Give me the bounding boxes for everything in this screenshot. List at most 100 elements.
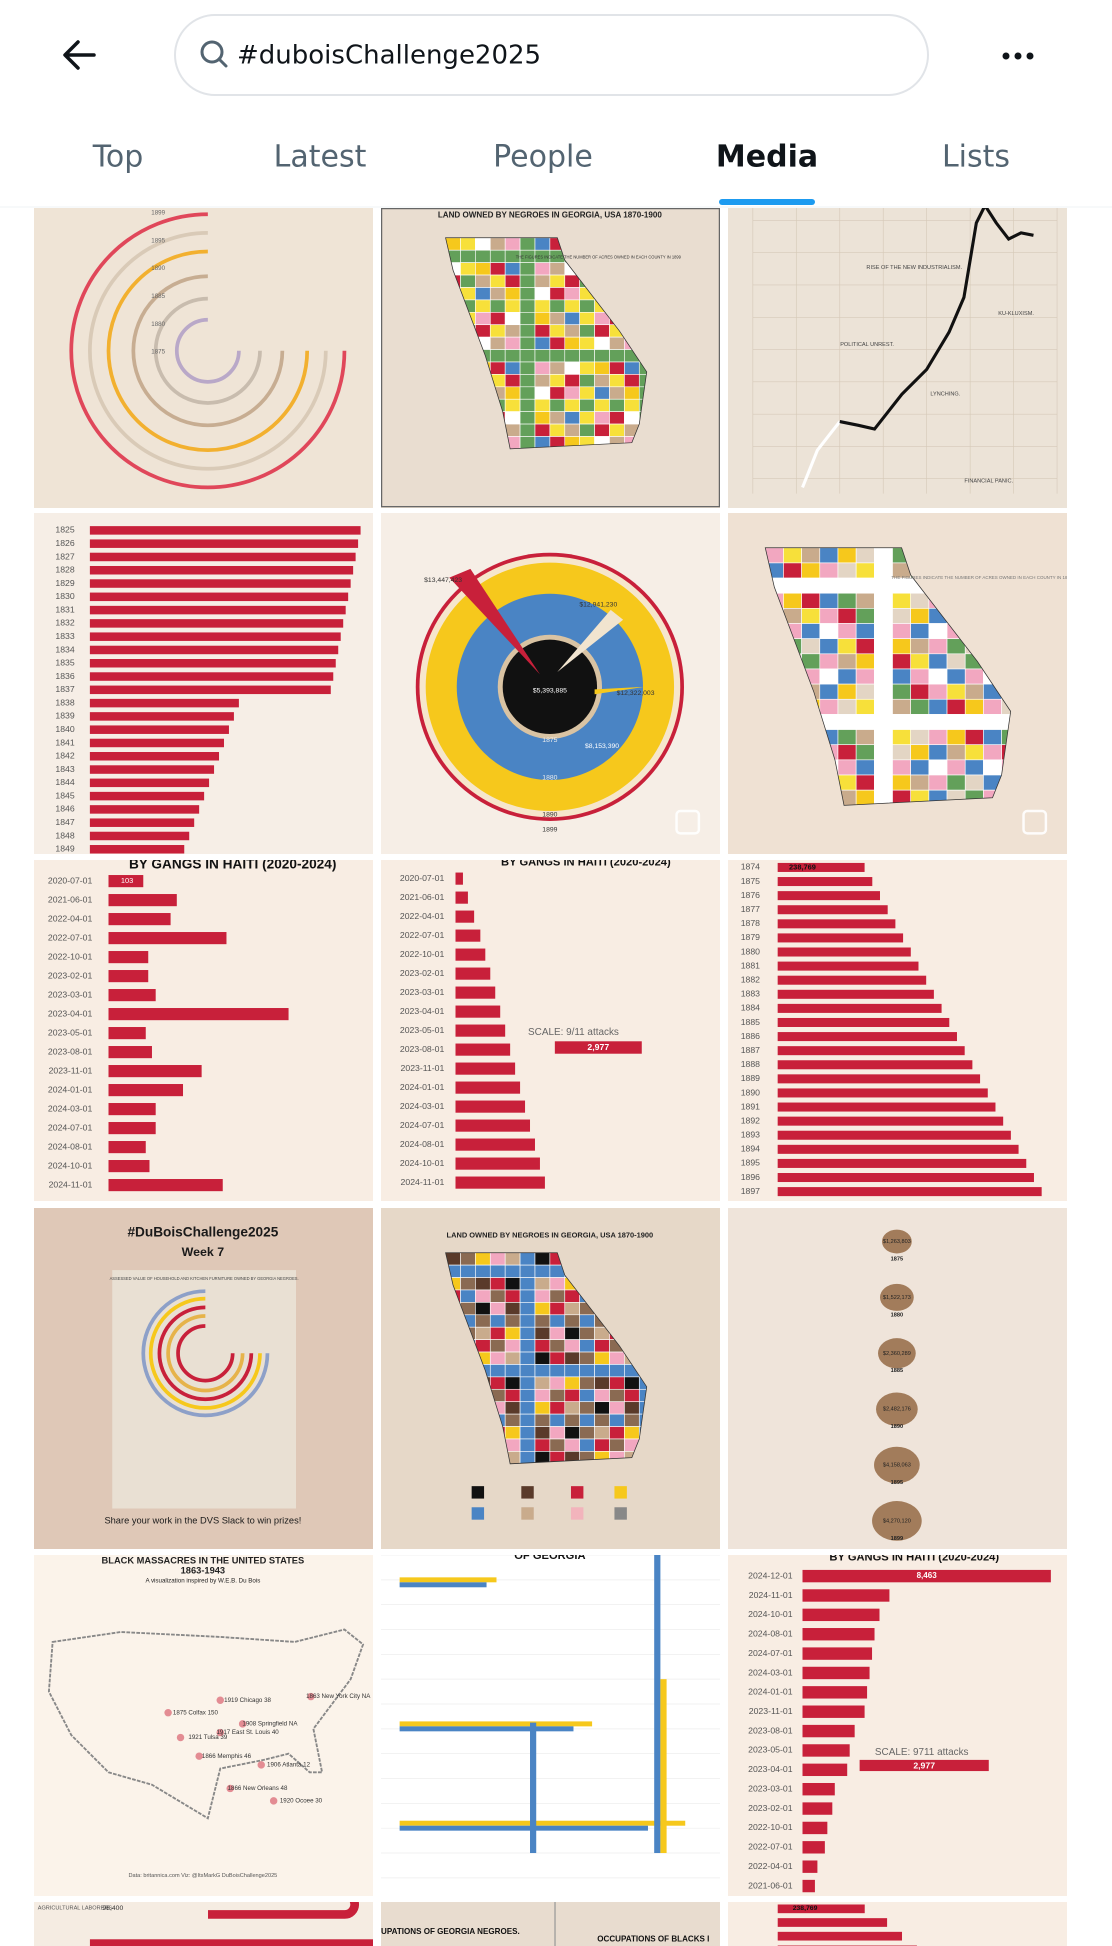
row-label: 1838: [55, 697, 74, 707]
back-arrow: [63, 40, 96, 70]
county: [892, 714, 911, 730]
county: [837, 608, 857, 624]
media-tile[interactable]: BLACK MASSACRES IN THE UNITED STATES1863…: [34, 1555, 373, 1903]
county: [475, 1326, 491, 1340]
back-button[interactable]: [63, 40, 96, 70]
tile-text: #DuBoisChallenge2025: [127, 1224, 278, 1239]
media-tile[interactable]: 1825 1826 1827 1828 1829 1830 1831 1832 1833 1834…: [34, 513, 373, 861]
row-label: 1897: [741, 1186, 760, 1196]
county: [460, 249, 476, 263]
county: [946, 729, 966, 746]
tile-text: 1866 Memphis 46: [202, 1753, 252, 1760]
bar-shape: [89, 645, 339, 655]
tab[interactable]: Top: [92, 140, 144, 175]
media-tile[interactable]: 238,769: [728, 1902, 1067, 1946]
row-label: 1834: [55, 644, 74, 654]
row-label: 2024-08-01: [48, 1141, 93, 1151]
bar-shape: [777, 961, 919, 971]
row-label: 2024-01-01: [400, 1082, 445, 1092]
bar-shape: [89, 526, 361, 535]
county: [534, 349, 551, 363]
tile-text: BY GANGS IN HAITI (2020-2024): [129, 857, 336, 872]
tab[interactable]: Latest: [274, 140, 367, 175]
media-tile[interactable]: BY GANGS IN HAITI (2020-2024) 2020-07-01 2…: [381, 856, 720, 1207]
media-tile[interactable]: UPATIONS OF GEORGIA NEGROES. OCCUPATIONS …: [381, 1902, 720, 1946]
county: [475, 1302, 491, 1316]
county: [609, 374, 625, 388]
county: [504, 311, 521, 326]
county: [892, 623, 911, 639]
media-tile[interactable]: 1874 1875 1876 1877 1878 1879 1880 1881 1882 1883…: [728, 860, 1067, 1208]
media-tile[interactable]: LAND OWNED BY NEGROES IN GEORGIA, USA 18…: [381, 208, 720, 556]
media-tile[interactable]: #DuBoisChallenge2025 Week 7 ASSESSED VALUE…: [34, 1208, 373, 1556]
bar-shape: [530, 1722, 537, 1854]
bar-shape: [455, 1024, 506, 1037]
county: [579, 1388, 595, 1403]
county: [946, 744, 966, 761]
bar-shape: [89, 672, 334, 681]
bar-shape: [777, 1904, 865, 1914]
county: [892, 698, 911, 715]
bar-shape: [654, 1555, 661, 1854]
county: [983, 759, 1002, 776]
county: [489, 1252, 506, 1266]
county: [910, 608, 930, 624]
county: [549, 398, 566, 412]
county: [910, 774, 930, 791]
bar-shape: [399, 1582, 487, 1588]
bar-shape: [777, 947, 911, 957]
bar-shape: [777, 933, 904, 943]
search-box[interactable]: #duboisChallenge2025: [174, 14, 929, 96]
county: [549, 386, 566, 400]
tile-text: 1895: [151, 237, 165, 244]
search-query[interactable]: #duboisChallenge2025: [237, 41, 541, 71]
county: [519, 398, 536, 412]
county: [910, 638, 930, 655]
media-tile[interactable]: $13,447,423 $12,941,230 $12,322,003 $5,393,…: [381, 513, 720, 861]
bar-shape: [89, 778, 210, 788]
media-tile[interactable]: 1899 1895 1890 1885 1880 1875: [34, 208, 373, 556]
tile-text: 103: [121, 876, 133, 885]
row-label: 1884: [741, 1003, 760, 1013]
media-tile[interactable]: POLITICAL UNREST. RISE OF THE NEW INDUSTR…: [728, 206, 1067, 556]
bar-shape: [660, 1679, 667, 1854]
county: [534, 299, 551, 313]
bar-shape: [108, 1160, 150, 1173]
tab[interactable]: Media: [716, 140, 818, 175]
county: [892, 608, 911, 624]
county: [609, 1438, 625, 1452]
county: [534, 324, 551, 338]
county: [579, 1413, 595, 1427]
tile-text: 1921 Tulsa 39: [188, 1734, 227, 1741]
county: [801, 638, 821, 655]
tab[interactable]: Lists: [942, 140, 1010, 175]
county: [624, 1376, 640, 1390]
tab[interactable]: People: [493, 140, 593, 175]
row-label: 2023-02-01: [400, 968, 445, 978]
county: [579, 1314, 595, 1328]
bar-shape: [455, 1157, 540, 1170]
media-tile[interactable]: BY GANGS IN HAITI (2020-2024) 2020-07-01 2…: [34, 857, 373, 1208]
tile-text: 1880: [151, 321, 165, 328]
media-tile[interactable]: OF GEORGIA: [381, 1550, 720, 1902]
county: [519, 262, 536, 276]
bar-shape: [777, 1102, 996, 1112]
county: [519, 1252, 536, 1266]
more-button[interactable]: [1002, 52, 1034, 60]
legend-swatch: [614, 1486, 627, 1499]
row-label: 2022-10-01: [400, 949, 445, 959]
media-tile[interactable]: THE FIGURES INDICATE THE NUMBER OF ACRES…: [728, 513, 1074, 861]
media-tile[interactable]: BY GANGS IN HAITI (2020-2024) 2024-12-01 2…: [728, 1551, 1067, 1902]
county: [489, 1339, 506, 1353]
county: [837, 668, 857, 685]
legend-swatch: [521, 1486, 534, 1499]
bar-shape: [777, 1017, 950, 1027]
tile-text: 1917 East St. Louis 40: [216, 1729, 279, 1736]
county: [855, 729, 875, 746]
media-tile[interactable]: LAND OWNED BY NEGROES IN GEORGIA, USA 18…: [381, 1208, 720, 1556]
county: [837, 714, 857, 730]
row-label: 1896: [741, 1172, 760, 1182]
media-tile[interactable]: $1,263,803 1875 $1,522,173 1880 $2,360,289 18…: [728, 1208, 1067, 1556]
annotation: POLITICAL UNREST.: [840, 342, 894, 348]
